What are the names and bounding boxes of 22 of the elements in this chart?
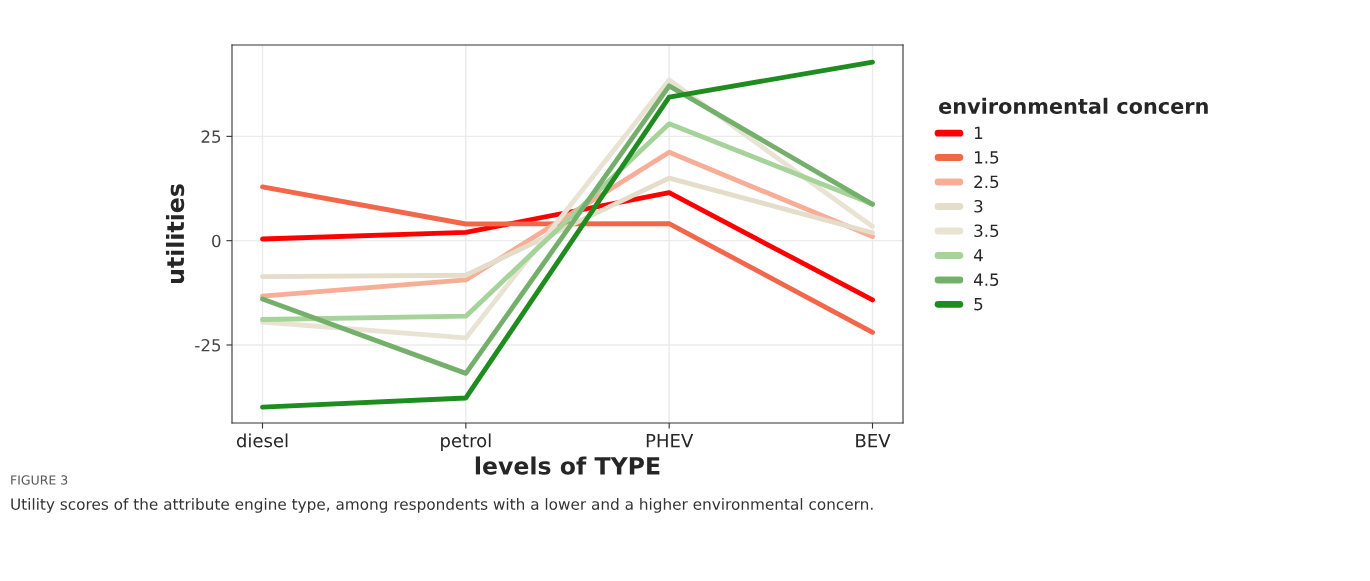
y-tick-label: -25 xyxy=(195,338,221,352)
y-axis-title: utilities xyxy=(165,184,185,284)
legend-title: environmental concern xyxy=(939,97,1208,114)
legend-label: 3.5 xyxy=(974,224,999,238)
x-tick-label: BEV xyxy=(856,433,891,448)
legend-label: 2.5 xyxy=(974,175,999,189)
x-tick-label: PHEV xyxy=(646,433,694,448)
line-series xyxy=(260,184,875,335)
legend-label: 4.5 xyxy=(973,273,999,286)
legend-label: 3 xyxy=(974,199,983,213)
line-series xyxy=(260,59,875,410)
x-axis-title: levels of TYPE xyxy=(475,456,660,475)
legend-label: 1.5 xyxy=(974,151,999,164)
legend-label: 5 xyxy=(974,298,983,311)
text: Utility scores of the attribute engine type, among respondents with a lower and a higher environmental concern. xyxy=(11,498,873,513)
caption: FIGURE 3 xyxy=(11,475,68,485)
y-tick-label: 0 xyxy=(212,234,221,248)
y-tick-label: 25 xyxy=(201,130,221,143)
x-tick-label: petrol xyxy=(441,433,491,451)
x-tick-label: diesel xyxy=(236,433,288,448)
legend-label: 1 xyxy=(974,126,983,139)
legend-label: 4 xyxy=(973,249,983,262)
